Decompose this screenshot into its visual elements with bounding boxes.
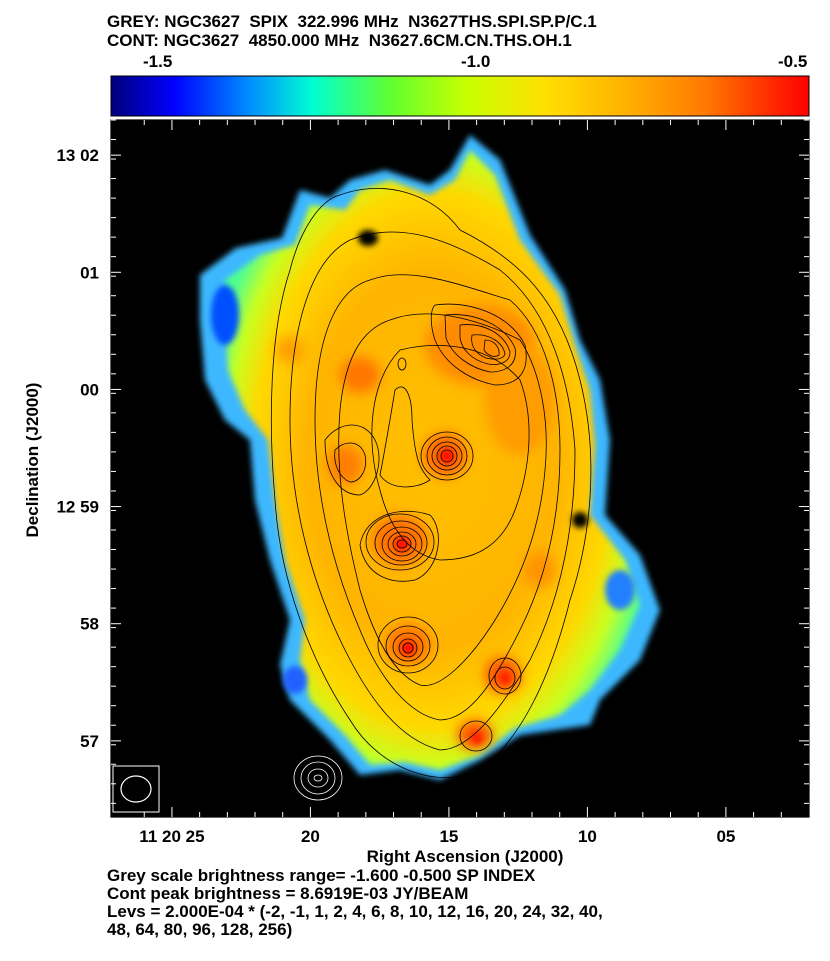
peak [471, 732, 483, 744]
hotspot [340, 357, 380, 393]
footer-range: Grey scale brightness range= -1.600 -0.5… [107, 866, 536, 885]
peak [499, 672, 511, 684]
contours [270, 188, 592, 801]
header-cont-line: CONT: NGC3627 4850.000 MHz N3627.6CM.CN.… [107, 31, 572, 50]
colorbar-tick-label: -0.5 [778, 52, 808, 71]
hotspot [524, 552, 556, 588]
background-source-contour [313, 774, 323, 782]
footer-levels-cont: 48, 64, 80, 96, 128, 256) [107, 920, 293, 939]
background-source-contour [307, 768, 329, 788]
x-axis-ticks: 11 20 25 20 15 10 05 [139, 120, 782, 846]
y-tick-label: 13 02 [56, 146, 99, 165]
colorbar-tick-label: -1.5 [143, 52, 173, 71]
edge-patch [358, 230, 378, 246]
edge-patch [283, 666, 307, 694]
colorbar [110, 75, 810, 117]
background-source-contour [300, 761, 336, 795]
footer-peak: Cont peak brightness = 8.6919E-03 JY/BEA… [107, 884, 469, 903]
beam-ellipse [120, 775, 152, 803]
header-grey-line: GREY: NGC3627 SPIX 322.996 MHz N3627THS.… [107, 12, 597, 31]
hotspot [327, 445, 363, 485]
x-tick-label: 20 [301, 827, 320, 846]
y-tick-label: 57 [80, 732, 99, 751]
y-tick-label: 12 59 [56, 498, 99, 517]
edge-patch [605, 570, 635, 610]
peak [440, 449, 454, 463]
footer-levels: Levs = 2.000E-04 * (-2, -1, 1, 2, 4, 6, … [107, 902, 603, 921]
x-tick-label: 10 [578, 827, 597, 846]
y-tick-label: 58 [80, 615, 99, 634]
y-axis-label: Declination (J2000) [23, 383, 42, 538]
x-axis-label: Right Ascension (J2000) [367, 847, 564, 866]
colorbar-tick-label: -1.0 [461, 52, 491, 71]
x-tick-label: 15 [439, 827, 458, 846]
y-tick-label: 00 [80, 380, 99, 399]
plot-frame [110, 119, 810, 818]
hotspot [485, 345, 555, 455]
peak [395, 537, 409, 551]
y-tick-label: 01 [80, 263, 99, 282]
background-source-contour [293, 755, 343, 801]
beam-box [112, 765, 160, 813]
x-tick-label: 05 [716, 827, 735, 846]
x-tick-label: 11 20 25 [139, 827, 204, 846]
y-axis-ticks: 13 02 01 00 12 59 58 57 [56, 119, 809, 804]
edge-patch [211, 285, 239, 345]
hotspot [276, 336, 304, 364]
edge-patch [572, 512, 588, 528]
